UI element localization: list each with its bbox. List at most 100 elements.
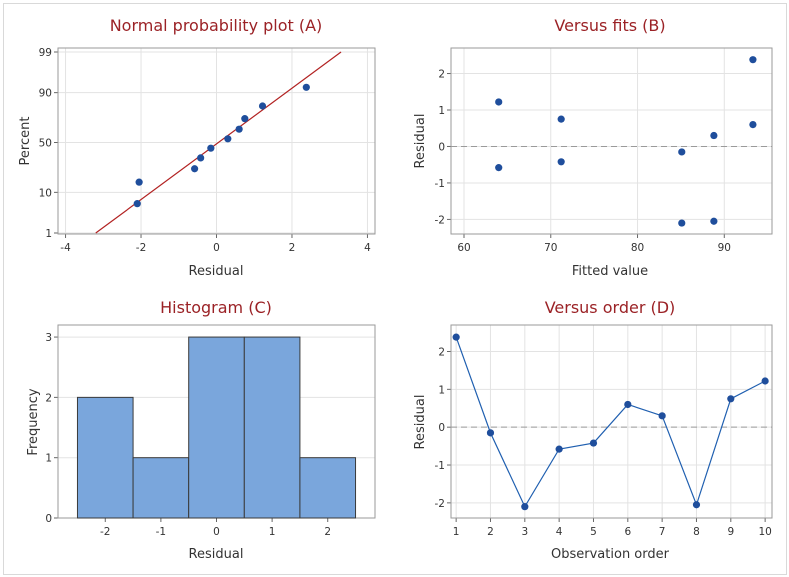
y-tick-label: 2 — [438, 346, 445, 358]
x-axis-label: Residual — [189, 547, 244, 562]
data-point — [486, 429, 495, 437]
x-axis-label: Residual — [189, 264, 244, 279]
data-point — [692, 501, 701, 509]
data-point — [557, 115, 565, 123]
chart-title: Versus fits (B) — [554, 16, 665, 35]
histogram-bar — [76, 396, 134, 519]
data-point — [258, 102, 267, 110]
x-tick-label: 1 — [269, 526, 276, 538]
data-point — [133, 200, 141, 208]
x-tick-label: -2 — [100, 526, 110, 538]
x-tick-label: 60 — [457, 242, 470, 254]
data-point — [710, 131, 718, 140]
y-tick-label: 90 — [39, 88, 52, 100]
data-point — [521, 503, 529, 511]
x-tick-label: 1 — [453, 526, 460, 538]
data-point — [135, 178, 143, 186]
x-tick-label: 70 — [544, 242, 557, 254]
x-tick-label: 4 — [556, 526, 563, 538]
x-tick-label: 80 — [631, 242, 644, 254]
data-point — [197, 154, 205, 162]
x-tick-label: 0 — [213, 242, 220, 254]
y-tick-label: 3 — [45, 332, 52, 344]
data-point — [495, 164, 503, 172]
x-tick-label: 9 — [727, 526, 734, 538]
y-tick-label: -2 — [435, 498, 445, 510]
y-tick-label: 2 — [45, 392, 52, 404]
data-point — [191, 165, 199, 173]
y-tick-label: -1 — [435, 178, 445, 190]
x-tick-label: 2 — [289, 242, 296, 254]
x-tick-label: 4 — [364, 242, 371, 254]
y-axis-label: Percent — [18, 117, 33, 166]
x-tick-label: 8 — [693, 526, 700, 538]
y-tick-label: 50 — [39, 138, 52, 150]
y-tick-label: 0 — [438, 141, 445, 153]
x-tick-label: 6 — [624, 526, 631, 538]
y-axis-label: Residual — [413, 114, 428, 169]
four-in-one-residual-plots: Normal probability plot (A) Residual Perce… — [3, 3, 787, 575]
data-point — [224, 135, 232, 143]
y-tick-label: 99 — [39, 47, 52, 59]
series-line — [455, 336, 766, 508]
data-point — [495, 98, 503, 106]
panel-b: Versus fits (B) Fitted value Residual 60 70 8… — [413, 16, 773, 279]
x-tick-label: 7 — [659, 526, 666, 538]
data-point — [761, 377, 769, 385]
y-tick-label: 1 — [438, 105, 445, 117]
x-tick-label: 2 — [487, 526, 494, 538]
y-tick-label: 1 — [45, 453, 52, 465]
y-tick-label: 0 — [438, 422, 445, 434]
data-point — [207, 144, 215, 152]
chart-title: Versus order (D) — [545, 298, 676, 317]
data-point — [302, 83, 310, 91]
data-point — [452, 333, 460, 341]
data-point — [235, 125, 243, 133]
chart-title: Histogram (C) — [160, 298, 272, 317]
y-tick-label: 1 — [438, 384, 445, 396]
data-point — [678, 219, 686, 227]
x-tick-label: 3 — [521, 526, 528, 538]
y-tick-label: -2 — [435, 214, 445, 226]
histogram-bar — [299, 457, 357, 519]
x-tick-label: -2 — [136, 242, 146, 254]
plot-area — [450, 324, 773, 519]
y-tick-label: 10 — [39, 187, 52, 199]
plot-border — [450, 324, 773, 519]
panel-a: Normal probability plot (A) Residual Perce… — [18, 16, 376, 279]
data-point — [727, 395, 735, 403]
data-point — [749, 56, 757, 64]
x-tick-label: 2 — [324, 526, 331, 538]
residual-plots-svg: Normal probability plot (A) Residual Perce… — [18, 16, 773, 562]
histogram-bar — [243, 336, 301, 519]
y-tick-label: 0 — [45, 513, 52, 525]
y-axis-label: Frequency — [26, 388, 41, 455]
data-point — [589, 439, 598, 447]
y-tick-label: 1 — [45, 228, 52, 240]
data-point — [678, 148, 686, 156]
plot-border — [450, 47, 773, 235]
x-axis-label: Fitted value — [572, 264, 648, 279]
y-tick-label: 2 — [438, 69, 445, 81]
x-tick-label: -4 — [60, 242, 71, 254]
x-axis-label: Observation order — [551, 547, 670, 562]
plot-area — [450, 47, 773, 235]
x-tick-label: 0 — [213, 526, 220, 538]
data-point — [241, 115, 249, 123]
y-axis-label: Residual — [413, 395, 428, 450]
histogram-bar — [188, 336, 245, 519]
data-point — [658, 412, 666, 420]
panel-c: Histogram (C) Residual Frequency -2 -1 0 1 2 0 1 2… — [26, 298, 376, 562]
data-point — [555, 445, 563, 453]
x-tick-label: 5 — [590, 526, 597, 538]
data-point — [557, 158, 565, 166]
data-point — [749, 120, 757, 129]
y-tick-label: -1 — [435, 460, 445, 472]
x-tick-label: -1 — [156, 526, 166, 538]
x-tick-label: 10 — [758, 526, 771, 538]
data-point — [624, 400, 632, 409]
chart-title: Normal probability plot (A) — [110, 16, 323, 35]
histogram-bar — [132, 457, 190, 519]
panel-d: Versus order (D) Observation order Residua… — [413, 298, 773, 562]
data-point — [710, 217, 718, 225]
